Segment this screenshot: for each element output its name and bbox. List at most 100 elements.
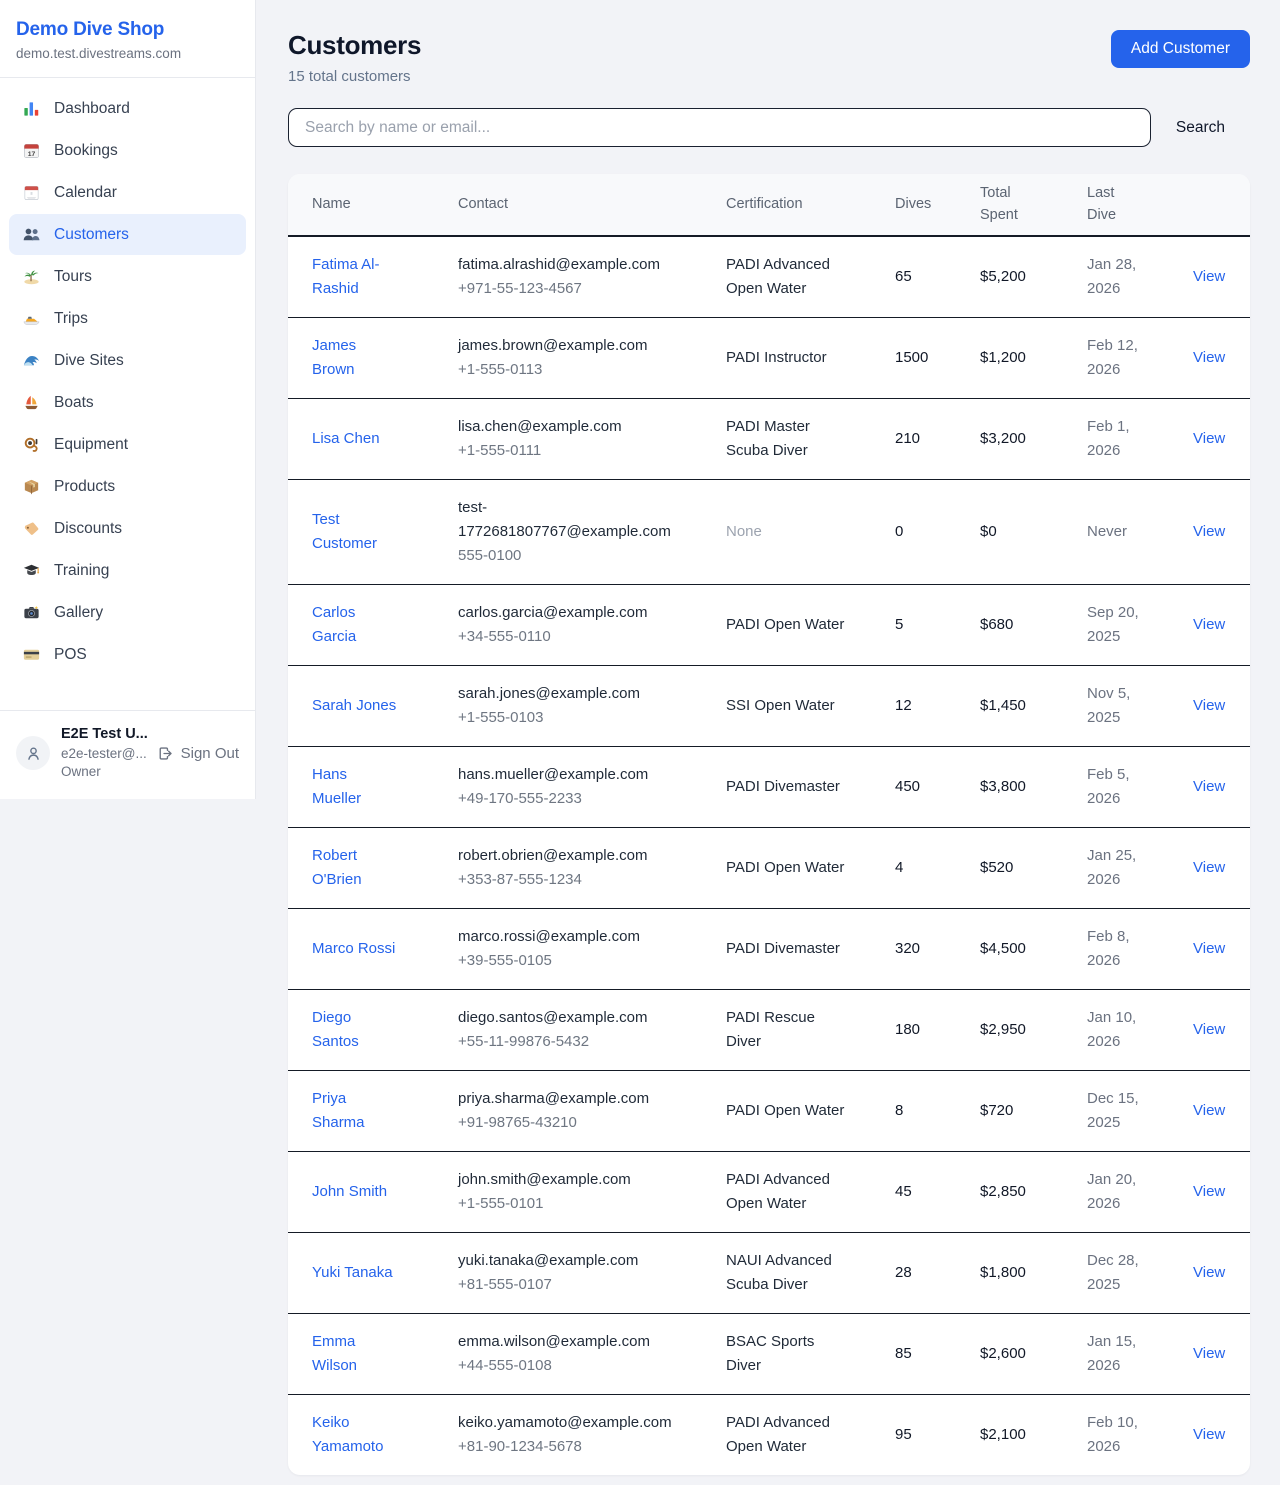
sidebar-item-dive-sites[interactable]: Dive Sites [9, 340, 246, 381]
sidebar-item-bookings[interactable]: 17 Bookings [9, 130, 246, 171]
customer-certification: NAUI Advanced Scuba Diver [726, 1252, 832, 1293]
customer-last-dive: Jan 10, 2026 [1087, 1009, 1137, 1050]
svg-text:17: 17 [28, 151, 36, 158]
table-header-row: Name Contact Certification Dives Total Spent… [288, 174, 1250, 237]
customer-name-link[interactable]: Yuki Tanaka [312, 1264, 393, 1281]
sidebar-item-gallery[interactable]: Gallery [9, 592, 246, 633]
customer-name-link[interactable]: Test Customer [312, 511, 378, 552]
column-header-last-dive: Last Dive [1071, 174, 1177, 237]
shop-subdomain: demo.test.divestreams.com [16, 46, 182, 61]
customer-name-link[interactable]: Emma Wilson [312, 1333, 358, 1374]
customer-name-link[interactable]: Marco Rossi [312, 940, 396, 957]
customer-view-link[interactable]: View [1193, 1345, 1226, 1362]
customer-view-link[interactable]: View [1193, 859, 1226, 876]
customer-view-link[interactable]: View [1193, 1264, 1226, 1281]
customer-name-link[interactable]: Fatima Al-Rashid [312, 256, 380, 297]
customer-total-spent: $1,450 [980, 697, 1026, 714]
sidebar-item-equipment[interactable]: Equipment [9, 424, 246, 465]
customer-email: hans.mueller@example.com [458, 766, 649, 783]
customer-view-link[interactable]: View [1193, 778, 1226, 795]
customer-name-link[interactable]: James Brown [312, 337, 357, 378]
sidebar-item-customers[interactable]: Customers [9, 214, 246, 255]
customer-view-link[interactable]: View [1193, 1021, 1226, 1038]
customer-name-link[interactable]: Robert O'Brien [312, 847, 362, 888]
customer-certification: PADI Rescue Diver [726, 1009, 815, 1050]
customer-certification: PADI Master Scuba Diver [726, 418, 810, 459]
customer-certification: PADI Advanced Open Water [726, 1414, 830, 1455]
customer-certification: PADI Open Water [726, 616, 845, 633]
brand: Demo Dive Shop demo.test.divestreams.com [0, 0, 255, 78]
customer-total-spent: $1,200 [980, 349, 1026, 366]
sidebar-item-dashboard[interactable]: Dashboard [9, 88, 246, 129]
sidebar-item-pos[interactable]: POS [9, 634, 246, 675]
discounts-icon [22, 519, 41, 538]
customer-email: sarah.jones@example.com [458, 685, 640, 702]
user-email: e2e-tester@... [61, 745, 147, 761]
customer-name-link[interactable]: Diego Santos [312, 1009, 359, 1050]
customer-name-link[interactable]: Priya Sharma [312, 1090, 365, 1131]
customer-view-link[interactable]: View [1193, 430, 1226, 447]
customer-name-link[interactable]: Keiko Yamamoto [312, 1414, 384, 1455]
sidebar-item-trips[interactable]: Trips [9, 298, 246, 339]
customer-last-dive: Jan 15, 2026 [1087, 1333, 1137, 1374]
customer-email: priya.sharma@example.com [458, 1090, 650, 1107]
customer-name-link[interactable]: Lisa Chen [312, 430, 380, 447]
table-row: Marco Rossi marco.rossi@example.com +39-… [288, 909, 1250, 990]
sidebar-item-tours[interactable]: Tours [9, 256, 246, 297]
customer-phone: +353-87-555-1234 [458, 871, 582, 888]
customer-name-link[interactable]: John Smith [312, 1183, 388, 1200]
sidebar-item-label: Discounts [54, 519, 123, 537]
customer-total-spent: $3,800 [980, 778, 1026, 795]
sign-out-label: Sign Out [180, 744, 239, 762]
sign-out-button[interactable]: Sign Out [157, 745, 239, 762]
sidebar-item-discounts[interactable]: Discounts [9, 508, 246, 549]
sidebar-item-calendar[interactable]: Calendar [9, 172, 246, 213]
search-input[interactable] [288, 108, 1151, 147]
customer-dives: 28 [895, 1264, 912, 1281]
customer-view-link[interactable]: View [1193, 1183, 1226, 1200]
customer-view-link[interactable]: View [1193, 616, 1226, 633]
main-content: Customers 15 total customers Add Custome… [256, 0, 1280, 1475]
sidebar-item-products[interactable]: Products [9, 466, 246, 507]
sidebar-item-training[interactable]: Training [9, 550, 246, 591]
customer-total-spent: $3,200 [980, 430, 1026, 447]
sidebar-item-boats[interactable]: Boats [9, 382, 246, 423]
table-row: Lisa Chen lisa.chen@example.com +1-555-0… [288, 399, 1250, 480]
customer-name-link[interactable]: Carlos Garcia [312, 604, 357, 645]
customer-email: keiko.yamamoto@example.com [458, 1414, 672, 1431]
customer-phone: +39-555-0105 [458, 952, 552, 969]
customer-last-dive: Feb 10, 2026 [1087, 1414, 1138, 1455]
table-row: Priya Sharma priya.sharma@example.com +9… [288, 1071, 1250, 1152]
customer-view-link[interactable]: View [1193, 697, 1226, 714]
search-button[interactable]: Search [1151, 119, 1250, 137]
customer-view-link[interactable]: View [1193, 1426, 1226, 1443]
table-row: Robert O'Brien robert.obrien@example.com… [288, 828, 1250, 909]
customer-dives: 95 [895, 1426, 912, 1443]
customer-dives: 12 [895, 697, 912, 714]
table-row: John Smith john.smith@example.com +1-555… [288, 1152, 1250, 1233]
customer-last-dive: Nov 5, 2025 [1087, 685, 1131, 726]
customer-view-link[interactable]: View [1193, 940, 1226, 957]
customer-dives: 8 [895, 1102, 904, 1119]
customer-last-dive: Feb 8, 2026 [1087, 928, 1130, 969]
customer-total-spent: $520 [980, 859, 1014, 876]
customer-name-link[interactable]: Hans Mueller [312, 766, 362, 807]
gallery-icon [22, 603, 41, 622]
customer-view-link[interactable]: View [1193, 1102, 1226, 1119]
customer-email: fatima.alrashid@example.com [458, 256, 660, 273]
customer-email: emma.wilson@example.com [458, 1333, 650, 1350]
customer-last-dive: Feb 12, 2026 [1087, 337, 1138, 378]
customer-view-link[interactable]: View [1193, 523, 1226, 540]
customer-view-link[interactable]: View [1193, 268, 1226, 285]
customer-email: john.smith@example.com [458, 1171, 631, 1188]
customer-view-link[interactable]: View [1193, 349, 1226, 366]
training-icon [22, 561, 41, 580]
customer-phone: +55-11-99876-5432 [458, 1033, 590, 1050]
table-row: Keiko Yamamoto keiko.yamamoto@example.co… [288, 1395, 1250, 1476]
customer-total-spent: $2,600 [980, 1345, 1026, 1362]
customer-phone: +1-555-0113 [458, 361, 543, 378]
user-section: E2E Test U... e2e-tester@... Owner Sign … [0, 710, 255, 799]
customer-email: marco.rossi@example.com [458, 928, 640, 945]
add-customer-button[interactable]: Add Customer [1110, 30, 1250, 68]
customer-name-link[interactable]: Sarah Jones [312, 697, 397, 714]
